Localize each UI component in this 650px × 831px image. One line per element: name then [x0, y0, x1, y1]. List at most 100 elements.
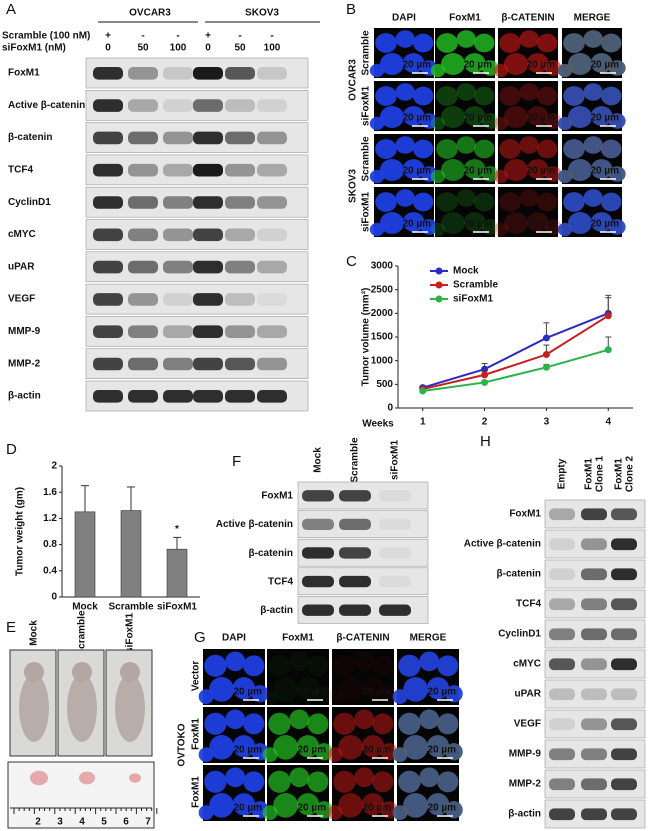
band [581, 508, 607, 521]
point [542, 351, 550, 359]
band [93, 260, 123, 274]
cell [437, 655, 459, 677]
cell [327, 747, 343, 762]
cell [380, 106, 404, 128]
cell [601, 139, 622, 159]
band [163, 163, 193, 177]
mouse-head [24, 662, 44, 682]
micrograph [435, 81, 495, 131]
column-label: FoxM1 [584, 458, 595, 490]
cell [568, 53, 592, 75]
y-tick-label: 3000 [371, 261, 394, 272]
cell [430, 169, 446, 184]
panel-label: D [6, 441, 17, 458]
band [128, 260, 158, 274]
cell [398, 712, 421, 735]
band [611, 538, 637, 551]
cell [519, 136, 539, 154]
band [163, 390, 193, 403]
band [163, 325, 193, 338]
cell [504, 106, 528, 128]
band [257, 131, 287, 145]
point [419, 387, 427, 395]
cell [504, 212, 528, 234]
ruler-label: 7 [145, 817, 151, 828]
cell [608, 166, 626, 182]
ruler-label: 5 [101, 817, 107, 828]
point [542, 334, 550, 342]
scale-bar-label: 20 µm [526, 166, 555, 177]
cell [601, 139, 622, 159]
condition-mark: 100 [264, 43, 281, 54]
band [339, 604, 371, 616]
cell [601, 192, 622, 212]
cell [590, 212, 613, 232]
mouse [115, 674, 145, 742]
cell [493, 116, 509, 131]
blot-label: CyclinD1 [498, 629, 541, 640]
band [93, 357, 123, 371]
cell [361, 793, 385, 816]
cell [583, 30, 603, 48]
band [581, 628, 607, 641]
band [225, 325, 255, 338]
cell [583, 189, 603, 207]
cell [437, 771, 459, 793]
band [257, 196, 287, 209]
cell [537, 33, 558, 53]
cell [544, 166, 562, 182]
condition-mark: 0 [205, 43, 211, 54]
band [339, 547, 371, 559]
band [611, 688, 637, 701]
condition-mark: 100 [170, 43, 187, 54]
cell [568, 159, 592, 181]
x-tick-label: Scramble [108, 602, 153, 613]
band [193, 196, 223, 209]
row-label: FoxM1 [191, 776, 202, 808]
ruler-label: 3 [57, 817, 63, 828]
cell [537, 192, 558, 212]
cell-line: OVCAR3 [129, 8, 171, 19]
cell [568, 53, 592, 75]
scale-bar-label: 20 µm [427, 687, 456, 698]
panel-label: A [6, 1, 16, 18]
scale-bar-label: 20 µm [362, 745, 391, 756]
cell [204, 712, 227, 735]
cell [403, 793, 428, 818]
cell [463, 106, 486, 126]
cell [395, 83, 415, 101]
band [93, 196, 123, 209]
band [225, 293, 255, 306]
cell [307, 655, 329, 677]
scale-bar-label: 20 µm [233, 687, 262, 698]
cell [198, 689, 214, 704]
cell [413, 86, 434, 106]
band [193, 293, 223, 306]
cell [568, 53, 592, 75]
band [257, 163, 287, 177]
panel-label: B [346, 1, 356, 18]
cell [402, 106, 425, 126]
cell [481, 219, 499, 235]
band [193, 163, 223, 177]
condition-label: siFoxM1 (nM) [2, 43, 66, 54]
blot-label: Active β-catenin [8, 100, 85, 111]
legend-marker [435, 295, 443, 303]
cell [375, 192, 397, 212]
cell [209, 735, 235, 760]
cell [608, 219, 626, 235]
cell [568, 159, 592, 181]
scale-bar-label: 20 µm [463, 166, 492, 177]
series-line [422, 348, 609, 392]
cell [398, 770, 421, 793]
cell [608, 219, 626, 235]
scale-bar-label: 20 µm [427, 745, 456, 756]
cell [590, 106, 613, 126]
band [225, 357, 255, 371]
cell [590, 106, 613, 126]
band [93, 163, 123, 177]
cell [232, 735, 256, 758]
band [225, 163, 255, 177]
column-label: Empty [557, 458, 568, 489]
